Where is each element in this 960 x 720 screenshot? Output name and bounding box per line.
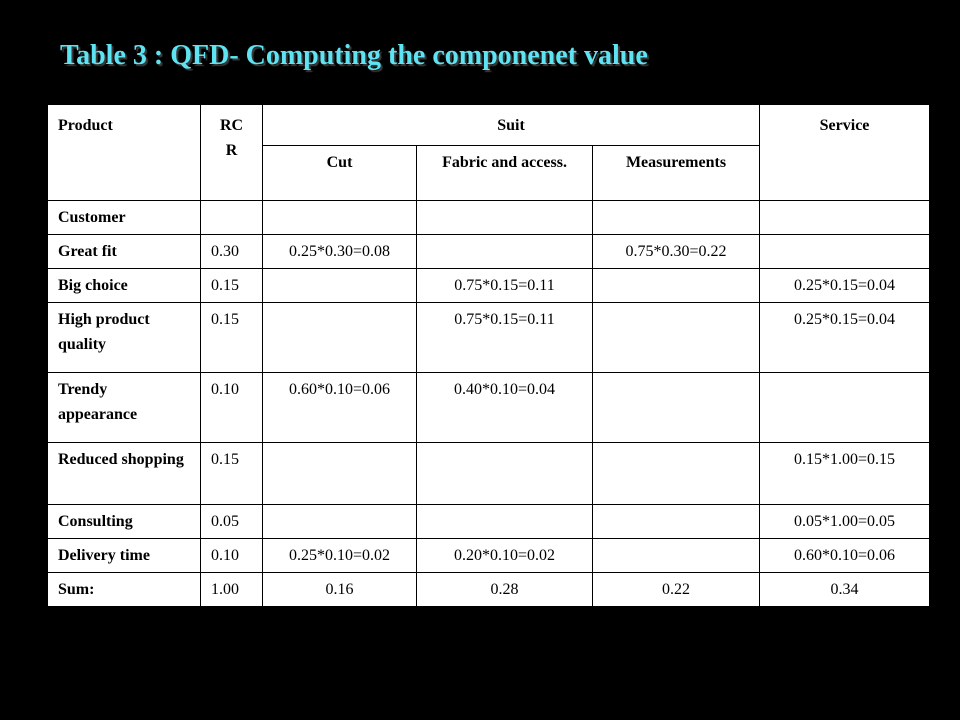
cell-cut: 0.60*0.10=0.06 xyxy=(262,372,417,443)
cell-fabric xyxy=(416,200,593,235)
row-label: Trendy appearance xyxy=(47,372,201,443)
cell-rcr: 0.15 xyxy=(200,442,263,505)
cell-measurements xyxy=(591,268,761,303)
header-row-sub: Cut Fabric and access. Measurements xyxy=(48,145,930,201)
header-rcr: RC R xyxy=(200,104,263,201)
row-label: Delivery time xyxy=(47,538,201,573)
cell-cut xyxy=(262,200,417,235)
cell-rcr: 0.30 xyxy=(200,234,263,269)
cell-service: 0.25*0.15=0.04 xyxy=(759,268,931,303)
sum-cut: 0.16 xyxy=(262,572,417,607)
cell-measurements xyxy=(591,372,761,443)
qfd-table: Product RC R Suit Service Cut Fabric and… xyxy=(47,104,931,607)
cell-cut xyxy=(262,268,417,303)
cell-measurements: 0.75*0.30=0.22 xyxy=(591,234,761,269)
cell-measurements xyxy=(591,200,761,235)
table-row: Great fit 0.30 0.25*0.30=0.08 0.75*0.30=… xyxy=(47,234,931,269)
cell-service xyxy=(759,372,931,443)
row-label: Customer xyxy=(47,200,201,235)
cell-fabric: 0.40*0.10=0.04 xyxy=(416,372,593,443)
cell-fabric: 0.20*0.10=0.02 xyxy=(416,538,593,573)
cell-cut: 0.25*0.10=0.02 xyxy=(262,538,417,573)
row-label: Reduced shopping xyxy=(47,442,201,505)
cell-service: 0.05*1.00=0.05 xyxy=(759,504,931,539)
cell-rcr: 0.05 xyxy=(200,504,263,539)
cell-cut xyxy=(262,302,417,373)
table-row: Trendy appearance 0.10 0.60*0.10=0.06 0.… xyxy=(47,372,931,443)
cell-rcr: 0.15 xyxy=(200,302,263,373)
sum-measurements: 0.22 xyxy=(591,572,761,607)
cell-service: 0.25*0.15=0.04 xyxy=(759,302,931,373)
cell-measurements xyxy=(591,302,761,373)
cell-fabric xyxy=(416,504,593,539)
cell-service xyxy=(759,234,931,269)
cell-fabric: 0.75*0.15=0.11 xyxy=(416,302,593,373)
cell-cut xyxy=(262,504,417,539)
cell-rcr: 0.15 xyxy=(200,268,263,303)
header-row-top: Product RC R Suit Service xyxy=(47,104,931,201)
row-label: Great fit xyxy=(47,234,201,269)
cell-service: 0.60*0.10=0.06 xyxy=(759,538,931,573)
table-row: High product quality 0.15 0.75*0.15=0.11… xyxy=(47,302,931,373)
header-measurements: Measurements xyxy=(591,145,761,201)
sum-label: Sum: xyxy=(47,572,201,607)
table-row: Customer xyxy=(47,200,931,235)
cell-measurements xyxy=(591,442,761,505)
row-label: High product quality xyxy=(47,302,201,373)
table-title: Table 3 : QFD- Computing the componenet … xyxy=(60,40,648,71)
table-row: Reduced shopping 0.15 0.15*1.00=0.15 xyxy=(47,442,931,505)
cell-cut: 0.25*0.30=0.08 xyxy=(262,234,417,269)
row-label: Consulting xyxy=(47,504,201,539)
row-label: Big choice xyxy=(47,268,201,303)
cell-rcr: 0.10 xyxy=(200,372,263,443)
table-row: Big choice 0.15 0.75*0.15=0.11 0.25*0.15… xyxy=(47,268,931,303)
sum-row: Sum: 1.00 0.16 0.28 0.22 0.34 xyxy=(47,572,931,607)
cell-cut xyxy=(262,442,417,505)
cell-rcr: 0.10 xyxy=(200,538,263,573)
header-cut: Cut xyxy=(262,145,417,201)
cell-fabric xyxy=(416,442,593,505)
cell-service: 0.15*1.00=0.15 xyxy=(759,442,931,505)
header-fabric: Fabric and access. xyxy=(416,145,593,201)
cell-service xyxy=(759,200,931,235)
sum-fabric: 0.28 xyxy=(416,572,593,607)
cell-measurements xyxy=(591,504,761,539)
header-service: Service xyxy=(759,104,931,201)
cell-fabric xyxy=(416,234,593,269)
header-product: Product xyxy=(47,104,201,201)
header-suit: Suit xyxy=(261,104,761,146)
cell-rcr xyxy=(200,200,263,235)
table-row: Consulting 0.05 0.05*1.00=0.05 xyxy=(47,504,931,539)
sum-rcr: 1.00 xyxy=(200,572,263,607)
cell-fabric: 0.75*0.15=0.11 xyxy=(416,268,593,303)
sum-service: 0.34 xyxy=(759,572,931,607)
table-row: Delivery time 0.10 0.25*0.10=0.02 0.20*0… xyxy=(47,538,931,573)
cell-measurements xyxy=(591,538,761,573)
